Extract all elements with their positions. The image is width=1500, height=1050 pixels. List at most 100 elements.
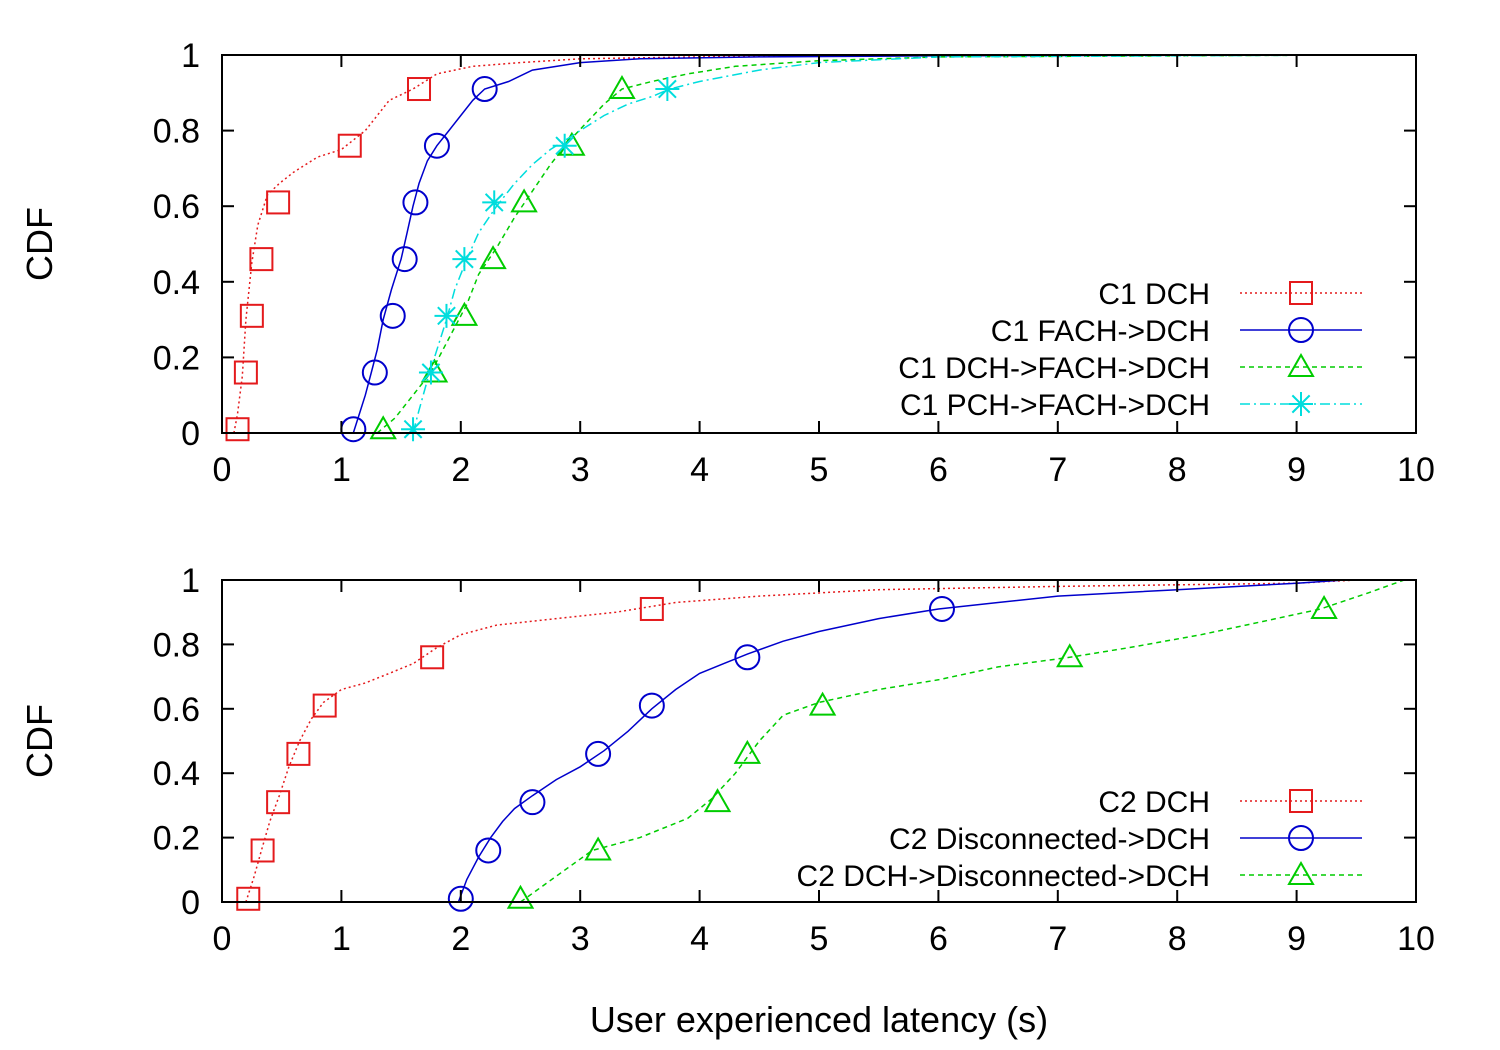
top-series-1 [340, 54, 1357, 443]
top-series-3-point [452, 247, 477, 272]
top-series-3-point [401, 417, 426, 442]
bottom-x-tick-label: 3 [571, 920, 590, 958]
top-series-3-point [434, 303, 459, 328]
bottom-y-tick-label: 0.4 [153, 755, 200, 793]
top-x-tick-label: 5 [810, 451, 829, 489]
bottom-legend-entry: C2 DCH [1098, 786, 1362, 819]
top-series-0-point [249, 247, 274, 272]
bottom-series-1-point [928, 595, 955, 622]
top-series-0-point [337, 133, 362, 158]
top-legend-entry: C1 DCH->FACH->DCH [898, 352, 1362, 385]
bottom-series-1-point [734, 644, 761, 671]
bottom-series-1 [447, 579, 1345, 912]
top-legend-entry: C1 FACH->DCH [991, 315, 1362, 348]
top-series-3-point [552, 133, 577, 158]
bottom-x-tick-label: 5 [810, 920, 829, 958]
bottom-x-tick-label: 1 [332, 920, 351, 958]
bottom-series-2-point [703, 788, 732, 813]
top-x-tick-label: 0 [213, 451, 232, 489]
bottom-y-tick-label: 1 [181, 562, 200, 600]
bottom-series-1-point [475, 837, 502, 864]
bottom-series-0-point [286, 741, 311, 766]
top-legend-entry: C1 DCH [1098, 278, 1362, 311]
bottom-x-tick-label: 10 [1397, 920, 1435, 958]
top-legend-label: C1 FACH->DCH [991, 315, 1210, 348]
top-series-1-line [352, 54, 1357, 434]
top-series-3-point [655, 77, 680, 102]
top-x-tick-label: 10 [1397, 451, 1435, 489]
top-series-2-line [376, 54, 1357, 434]
bottom-series-2 [506, 579, 1405, 909]
x-axis-title: User experienced latency (s) [590, 999, 1048, 1040]
bottom-series-2-line [520, 579, 1405, 903]
top-legend-swatch-marker [1287, 352, 1315, 377]
bottom-legend-label: C2 Disconnected->DCH [889, 823, 1210, 856]
top-x-tick-label: 2 [451, 451, 470, 489]
bottom-series-0-point [250, 838, 275, 863]
top-x-tick-label: 9 [1287, 451, 1306, 489]
top-legend-label: C1 DCH->FACH->DCH [898, 352, 1210, 385]
top-x-tick-label: 3 [571, 451, 590, 489]
top-series-0-line [233, 54, 1357, 434]
bottom-series-0-point [639, 596, 664, 621]
top-series-2-point [608, 75, 636, 100]
bottom-series-0-point [312, 693, 337, 718]
top-x-tick-label: 8 [1168, 451, 1187, 489]
top-x-tick-label: 4 [690, 451, 709, 489]
bottom-y-tick-label: 0.2 [153, 820, 200, 858]
bottom-legend-swatch-marker [1287, 860, 1315, 885]
bottom-series-1-point [519, 789, 546, 816]
bottom-series-1-point [447, 885, 474, 912]
bottom-x-tick-label: 7 [1048, 920, 1067, 958]
top-y-tick-label: 0.2 [153, 339, 200, 377]
bottom-legend-entry: C2 Disconnected->DCH [889, 823, 1362, 856]
bottom-x-tick-label: 9 [1287, 920, 1306, 958]
bottom-series-1-point [638, 692, 665, 719]
bottom-series-1-point [585, 740, 612, 767]
top-series-2-point [510, 188, 538, 213]
bottom-x-tick-label: 8 [1168, 920, 1187, 958]
top-x-tick-label: 7 [1048, 451, 1067, 489]
top-legend-swatch-marker [1288, 317, 1314, 343]
top-legend-entry: C1 PCH->FACH->DCH [900, 389, 1362, 422]
top-series-2-point [479, 245, 507, 270]
bottom-y-tick-label: 0 [181, 884, 200, 922]
top-series-0-point [239, 303, 264, 328]
bottom-y-tick-label: 0.8 [153, 626, 200, 664]
bottom-series-2-point [584, 836, 612, 861]
top-y-tick-label: 0.8 [153, 113, 200, 151]
top-series-2-point [369, 415, 397, 440]
bottom-legend-label: C2 DCH [1098, 786, 1210, 819]
top-y-tick-label: 0.6 [153, 188, 200, 226]
top-x-tick-label: 1 [332, 451, 351, 489]
bottom-series-0-point [420, 645, 445, 670]
top-legend: C1 DCH C1 FACH->DCH C1 DCH->FACH->DCH C1 PC… [898, 278, 1362, 422]
bottom-y-axis-title: CDF [19, 704, 60, 778]
bottom-series-2-point [1056, 643, 1084, 668]
top-series-3-point [482, 190, 507, 215]
top-legend-swatch-marker [1289, 392, 1313, 416]
bottom-x-tick-label: 2 [451, 920, 470, 958]
bottom-series-2-point [808, 691, 837, 716]
bottom-legend-label: C2 DCH->Disconnected->DCH [797, 860, 1210, 893]
top-y-tick-label: 0.4 [153, 264, 200, 302]
bottom-x-tick-label: 4 [690, 920, 709, 958]
top-series-0 [225, 54, 1357, 442]
top-series-1-point [379, 302, 406, 329]
bottom-legend-entry: C2 DCH->Disconnected->DCH [797, 860, 1362, 893]
bottom-x-tick-label: 0 [213, 920, 232, 958]
bottom-x-tick-label: 6 [929, 920, 948, 958]
top-legend-label: C1 DCH [1098, 278, 1210, 311]
bottom-series-1-line [457, 579, 1345, 903]
top-series-0-point [233, 360, 258, 385]
top-series-1-point [402, 189, 429, 216]
top-series-0-point [266, 190, 291, 215]
top-legend-swatch-marker [1289, 281, 1313, 305]
top-y-tick-label: 0 [181, 415, 200, 453]
bottom-legend-swatch-marker [1289, 789, 1313, 813]
bottom-series-2-point [506, 884, 535, 909]
bottom-series-0 [236, 579, 1357, 911]
bottom-legend: C2 DCH C2 Disconnected->DCH C2 DCH->Discon… [797, 786, 1362, 893]
